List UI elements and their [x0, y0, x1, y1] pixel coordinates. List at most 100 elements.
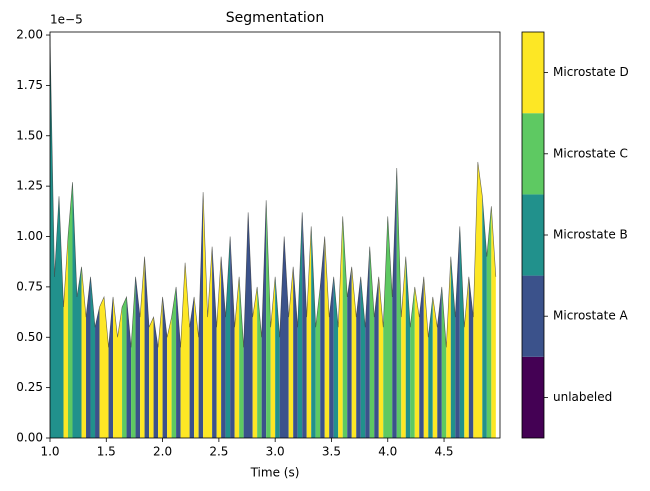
segment-area [329, 276, 334, 438]
segment-area [441, 286, 447, 438]
segment-area [473, 161, 483, 438]
segment-area [149, 317, 154, 438]
segment-area [311, 226, 316, 438]
segment-area [432, 296, 438, 438]
y-offset-label: 1e−5 [50, 13, 83, 27]
segment-area [176, 286, 181, 438]
x-tick-label: 2.0 [153, 445, 172, 459]
segment-area [293, 266, 298, 438]
x-tick-label: 1.5 [97, 445, 116, 459]
colorbar-swatch [522, 32, 544, 114]
colorbar-swatch [522, 113, 544, 195]
segment-area [401, 256, 406, 438]
segment-area [252, 286, 258, 438]
segment-area [315, 286, 321, 438]
segment-area [225, 236, 231, 438]
segment-area [167, 317, 172, 438]
segment-area [216, 256, 222, 438]
segment-area [369, 246, 375, 438]
colorbar-label: unlabeled [553, 390, 612, 404]
colorbar-swatch [522, 275, 544, 357]
colorbar-label: Microstate D [553, 65, 629, 79]
segment-area [347, 266, 352, 438]
segment-area [275, 276, 280, 438]
segment-area [239, 276, 244, 438]
segment-area [491, 206, 496, 438]
segment-area [221, 256, 226, 438]
colorbar-label: Microstate C [553, 146, 628, 160]
segment-area [198, 192, 204, 438]
segment-area [486, 206, 492, 438]
segment-area [86, 276, 91, 438]
segment-area [113, 296, 123, 438]
y-tick-label: 1.75 [16, 78, 43, 92]
segment-area [131, 276, 136, 438]
x-tick-label: 3.5 [322, 445, 341, 459]
segment-area [405, 256, 411, 438]
segment-area [135, 276, 141, 438]
segment-area [158, 296, 163, 438]
x-tick-label: 4.5 [434, 445, 453, 459]
segment-area [410, 286, 415, 438]
colorbar-frame [521, 31, 545, 439]
segment-area [351, 266, 357, 438]
x-tick-label: 3.0 [266, 445, 285, 459]
segment-area [153, 317, 159, 438]
y-tick-label: 1.00 [16, 229, 43, 243]
x-tick-label: 2.5 [209, 445, 228, 459]
y-tick-label: 0.25 [16, 380, 43, 394]
segment-area [455, 226, 460, 438]
segment-area [338, 216, 343, 438]
segment-area [419, 276, 424, 438]
y-tick-label: 0.50 [16, 330, 43, 344]
segment-area [140, 256, 145, 438]
segment-area [144, 256, 150, 438]
segment-area [459, 226, 465, 438]
x-tick-label: 4.0 [378, 445, 397, 459]
segment-area [162, 296, 168, 438]
segment-area [81, 266, 87, 438]
segment-area [302, 212, 307, 438]
segment-area [230, 236, 235, 438]
segment-area [95, 307, 100, 438]
x-axis-label: Time (s) [250, 466, 300, 480]
y-tick-label: 1.25 [16, 179, 43, 193]
colorbar-label: Microstate A [553, 309, 629, 323]
segment-area [203, 192, 213, 438]
y-tick-label: 0.75 [16, 279, 43, 293]
segment-area [212, 246, 217, 438]
segment-area [446, 256, 451, 438]
x-tick-label: 1.0 [40, 445, 59, 459]
segment-area [279, 236, 289, 438]
segment-area [189, 296, 195, 438]
segment-area [108, 296, 114, 438]
segment-area [396, 168, 402, 439]
colorbar-label: Microstate B [553, 228, 628, 242]
y-tick-label: 2.00 [16, 28, 43, 42]
segment-area [99, 296, 109, 438]
segment-area [482, 196, 487, 438]
segment-area [414, 286, 420, 438]
segment-area [297, 212, 303, 438]
segment-area [126, 296, 132, 438]
segment-area [383, 216, 393, 438]
segment-area [356, 276, 361, 438]
y-tick-label: 1.50 [16, 128, 43, 142]
segment-area [342, 216, 348, 438]
chart-title: Segmentation [226, 10, 324, 26]
segment-area [194, 296, 199, 438]
segment-area [180, 262, 190, 438]
segment-area [320, 236, 325, 438]
segment-area [324, 236, 330, 438]
y-tick-label: 0.00 [16, 431, 43, 445]
segment-area [122, 296, 127, 438]
segment-area [437, 286, 442, 438]
colorbar-swatch [522, 194, 544, 276]
segment-area [374, 276, 379, 438]
segment-area [266, 200, 271, 438]
colorbar-swatch [522, 356, 544, 438]
segment-area [63, 236, 69, 438]
segment-area [171, 286, 177, 438]
segment-area [428, 296, 433, 438]
